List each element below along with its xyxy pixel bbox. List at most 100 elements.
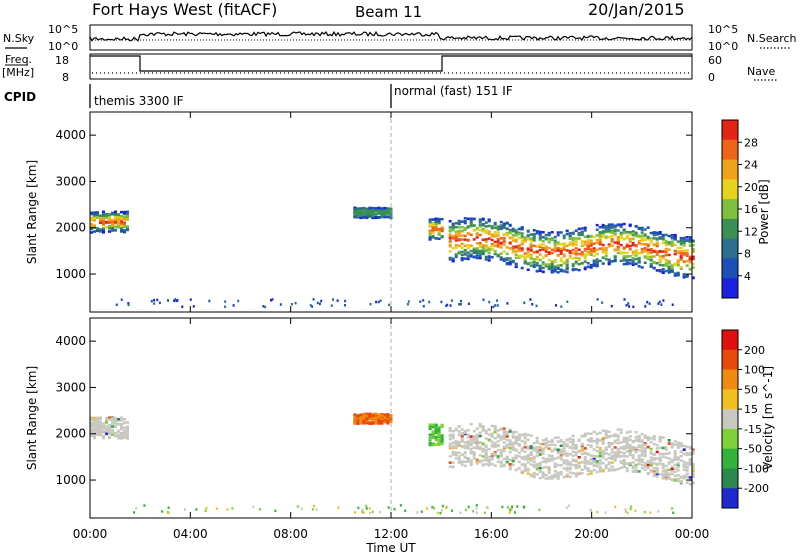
echo-cell [634, 244, 638, 248]
echo-cell [682, 452, 686, 456]
echo-cell [318, 302, 321, 306]
echo-cell [586, 460, 590, 463]
echo-cell [637, 445, 641, 449]
echo-cell [541, 240, 545, 243]
echo-cell [359, 207, 363, 210]
echo-cell [547, 454, 551, 457]
echo-cell [108, 416, 111, 419]
echo-cell [90, 425, 93, 429]
echo-cell [90, 231, 93, 234]
echo-cell [526, 454, 530, 457]
echo-cell [634, 448, 638, 451]
echo-cell [389, 420, 393, 423]
echo-cell [559, 269, 563, 272]
echo-cell [649, 262, 653, 266]
echo-cell [517, 438, 521, 441]
echo-cell [583, 456, 587, 459]
echo-cell [601, 456, 605, 459]
echo-cell [460, 246, 464, 249]
colorbar-segment [722, 330, 738, 351]
echo-cell [535, 446, 539, 449]
echo-cell [541, 246, 545, 250]
echo-cell [622, 461, 626, 465]
echo-cell [353, 208, 357, 211]
colorbar-tick-label: 15 [744, 403, 758, 416]
echo-cell [646, 463, 650, 467]
echo-cell [538, 468, 542, 471]
echo-cell [562, 450, 566, 453]
echo-cell [565, 249, 569, 252]
echo-cell [526, 268, 530, 271]
echo-cell [105, 432, 108, 435]
echo-cell [502, 464, 506, 468]
echo-cell [565, 232, 569, 236]
echo-cell [607, 262, 611, 265]
echo-cell [460, 250, 464, 254]
echo-cell [232, 304, 235, 307]
echo-cell [469, 244, 473, 247]
echo-cell [640, 432, 644, 436]
echo-cell [652, 233, 656, 237]
echo-cell [616, 248, 620, 251]
echo-cell [634, 468, 638, 471]
echo-cell [368, 212, 372, 215]
echo-cell [604, 247, 608, 250]
echo-cell [673, 467, 677, 470]
echo-cell [595, 228, 599, 231]
echo-cell [595, 455, 599, 458]
echo-cell [538, 233, 542, 236]
echo-cell [508, 466, 512, 470]
echo-cell [688, 244, 692, 247]
echo-cell [589, 457, 593, 461]
echo-cell [550, 454, 554, 458]
echo-cell [441, 504, 444, 508]
echo-cell [619, 235, 623, 238]
echo-cell [460, 444, 464, 448]
echo-cell [643, 242, 647, 246]
echo-cell [664, 247, 668, 251]
echo-cell [553, 260, 557, 263]
echo-cell [598, 458, 602, 462]
echo-cell [375, 300, 378, 304]
echo-cell [448, 427, 452, 431]
echo-cell [691, 266, 695, 269]
echo-cell [541, 452, 545, 455]
echo-cell [457, 221, 461, 225]
echo-cell [562, 242, 566, 246]
echo-cell [472, 251, 476, 254]
echo-cell [586, 250, 590, 254]
echo-cell [628, 447, 632, 450]
echo-cell [688, 238, 692, 241]
echo-cell [448, 220, 452, 223]
echo-cell [454, 255, 458, 259]
echo-cell [547, 477, 551, 480]
echo-cell [371, 209, 375, 212]
echo-cell [388, 303, 391, 307]
echo-cell [511, 463, 515, 466]
echo-cell [490, 443, 494, 447]
echo-cell [649, 255, 653, 258]
echo-cell [565, 459, 569, 462]
echo-cell [508, 447, 512, 450]
echo-cell [475, 439, 479, 443]
echo-cell [120, 434, 123, 438]
echo-cell [356, 422, 360, 425]
echo-cell [667, 234, 671, 238]
echo-cell [592, 464, 596, 468]
echo-cell [368, 209, 372, 213]
echo-cell [511, 260, 515, 263]
echo-cell [574, 262, 578, 265]
echo-cell [508, 444, 512, 447]
echo-cell [568, 471, 572, 474]
echo-cell [556, 249, 560, 252]
echo-cell [96, 429, 99, 432]
echo-cell [637, 242, 641, 245]
echo-cell [490, 457, 494, 461]
echo-cell [494, 304, 497, 307]
echo-cell [520, 433, 524, 436]
echo-cell [610, 434, 614, 437]
echo-cell [514, 238, 518, 242]
echo-cell [502, 432, 506, 435]
echo-cell [514, 246, 518, 249]
echo-cell [586, 443, 590, 447]
